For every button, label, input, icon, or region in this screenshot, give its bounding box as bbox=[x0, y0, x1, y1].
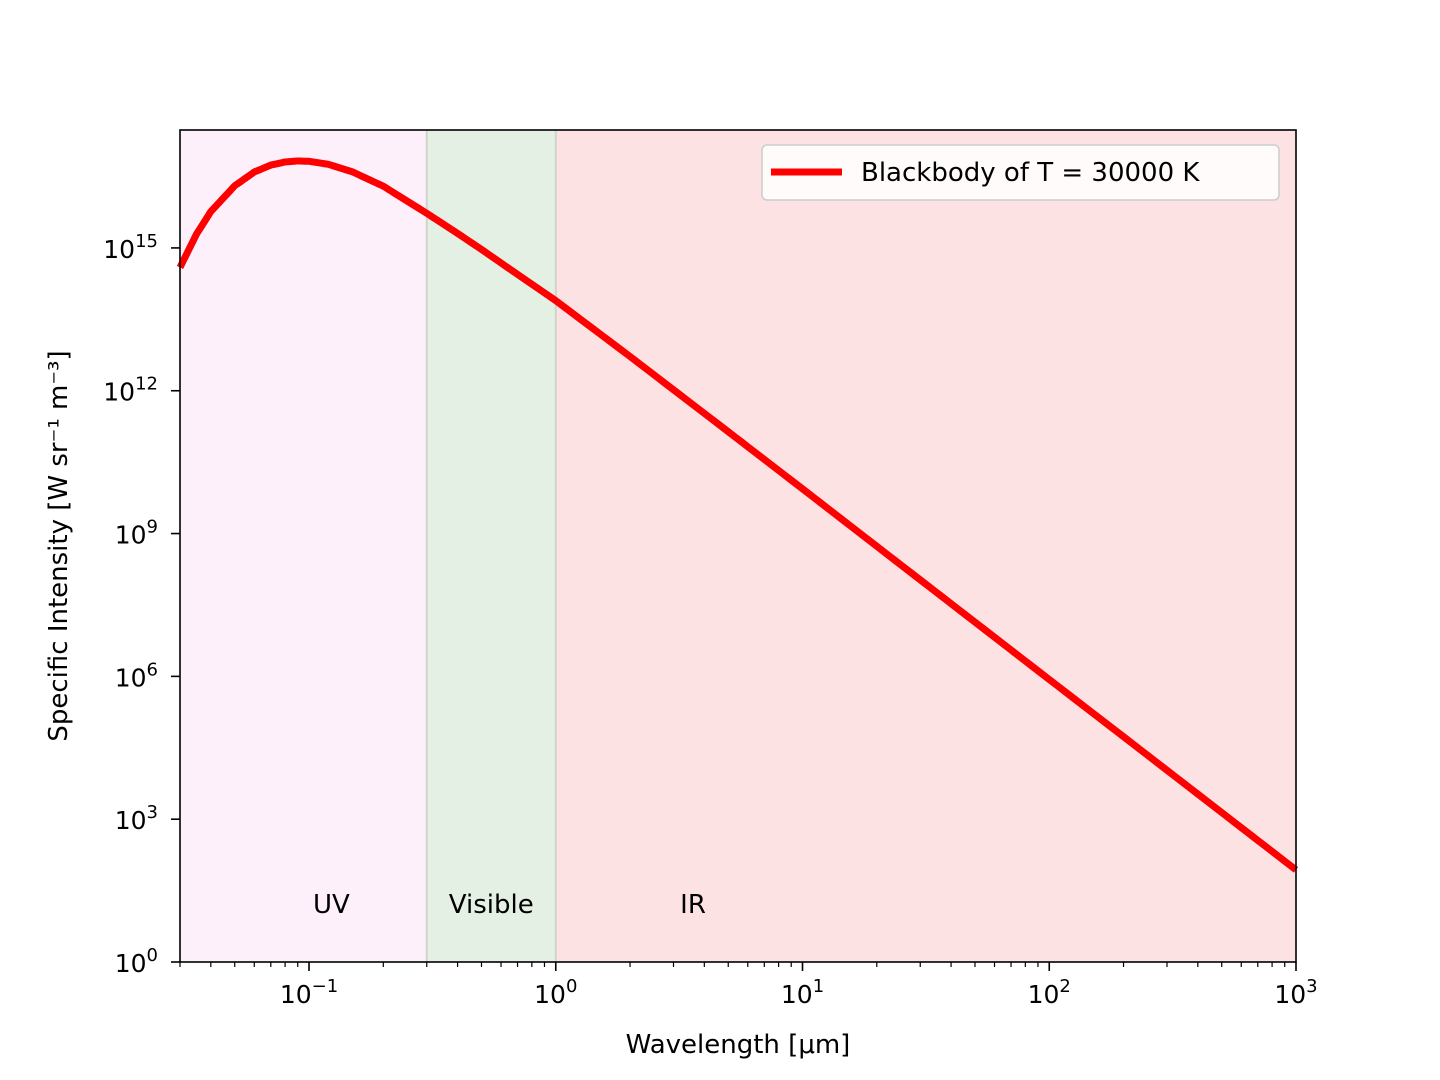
region-label-ir: IR bbox=[680, 890, 706, 920]
region-visible bbox=[426, 130, 556, 962]
x-tick-label: 103 bbox=[1274, 976, 1317, 1009]
region-boundaries bbox=[425, 130, 557, 962]
plot-frame bbox=[179, 129, 1297, 963]
region-label-visible: Visible bbox=[449, 890, 534, 920]
x-axis-label: Wavelength [μm] bbox=[626, 1030, 851, 1060]
x-tick-label: 101 bbox=[781, 976, 824, 1009]
legend-box bbox=[761, 144, 1280, 201]
x-tick-label: 100 bbox=[534, 976, 577, 1009]
region-label-uv: UV bbox=[313, 890, 350, 920]
spectral-regions bbox=[180, 130, 1296, 962]
x-axis-ticks: 10−1 100 101 102 103 bbox=[179, 962, 1318, 1009]
legend[interactable]: Blackbody of T = 30000 K bbox=[761, 144, 1280, 201]
region-ir bbox=[555, 130, 1296, 962]
legend-label: Blackbody of T = 30000 K bbox=[861, 158, 1200, 188]
region-uv bbox=[180, 130, 427, 962]
y-tick-label: 100 bbox=[115, 945, 158, 978]
y-axis-ticks: 100 103 106 109 1012 1015 bbox=[103, 231, 180, 978]
y-tick-label: 1012 bbox=[103, 374, 158, 407]
series-line-blackbody bbox=[176, 157, 1299, 873]
y-tick-label: 103 bbox=[115, 802, 158, 835]
x-tick-label: 102 bbox=[1028, 976, 1071, 1009]
y-tick-label: 109 bbox=[115, 517, 158, 550]
region-labels: UV Visible IR bbox=[313, 890, 706, 920]
series-layer bbox=[176, 157, 1299, 873]
y-tick-label: 106 bbox=[115, 659, 158, 692]
y-tick-label: 1015 bbox=[103, 231, 158, 264]
x-tick-label: 10−1 bbox=[280, 976, 338, 1009]
y-axis-label: Specific Intensity [W sr⁻¹ m⁻³] bbox=[44, 350, 74, 741]
